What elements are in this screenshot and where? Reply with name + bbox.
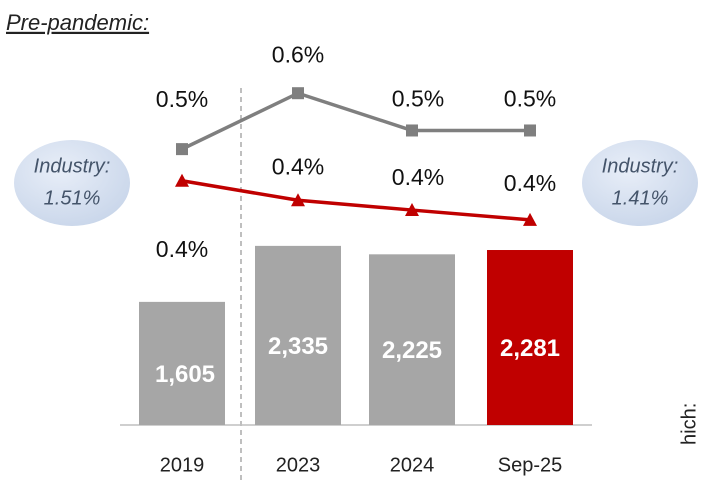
bar bbox=[139, 301, 225, 425]
callout-label: Industry: bbox=[34, 155, 111, 177]
marker bbox=[176, 143, 188, 156]
callout-value: 1.51% bbox=[44, 187, 101, 209]
data-label: 0.5% bbox=[156, 86, 208, 112]
marker bbox=[292, 87, 304, 100]
x-tick-label: 2019 bbox=[160, 454, 205, 476]
x-tick-label: Sep-25 bbox=[498, 454, 563, 476]
callout-label: Industry: bbox=[602, 155, 679, 177]
side-text: hich: bbox=[678, 403, 700, 445]
x-tick-label: 2024 bbox=[390, 454, 435, 476]
callout-right: Industry: 1.41% bbox=[582, 140, 698, 226]
bar-label: 2,335 bbox=[268, 333, 328, 360]
bar-label: 2,281 bbox=[500, 335, 560, 362]
data-label: 0.5% bbox=[504, 86, 556, 112]
chart-title: Pre-pandemic: bbox=[6, 10, 149, 35]
data-label: 0.5% bbox=[392, 86, 444, 112]
bar bbox=[369, 254, 455, 425]
callout-bubble bbox=[582, 140, 698, 226]
marker bbox=[523, 212, 537, 226]
line bbox=[181, 179, 531, 222]
data-label: 0.6% bbox=[272, 41, 324, 67]
line bbox=[181, 91, 530, 151]
bar-label: 2,225 bbox=[382, 337, 442, 364]
marker bbox=[291, 193, 305, 207]
callout-bubble bbox=[14, 140, 130, 226]
data-label: 0.4% bbox=[504, 170, 556, 196]
data-label: 0.4% bbox=[392, 164, 444, 190]
data-label: 0.4% bbox=[156, 236, 208, 262]
data-label: 0.4% bbox=[272, 153, 324, 179]
bar bbox=[487, 250, 573, 425]
bar-label: 1,605 bbox=[155, 361, 215, 388]
callout-value: 1.41% bbox=[612, 187, 669, 209]
marker bbox=[175, 173, 189, 187]
bar bbox=[255, 245, 341, 425]
x-tick-label: 2023 bbox=[276, 454, 321, 476]
marker bbox=[406, 124, 418, 137]
callout-left: Industry: 1.51% bbox=[14, 140, 130, 226]
marker bbox=[524, 124, 536, 137]
marker bbox=[405, 203, 419, 217]
